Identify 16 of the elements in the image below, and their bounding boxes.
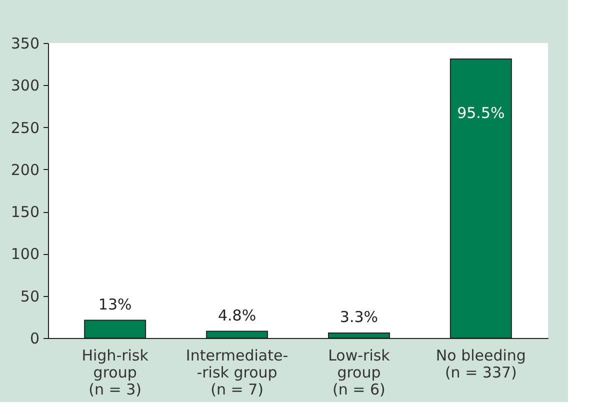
annotation: 95.5% — [457, 104, 505, 122]
y-tick-label: 200 — [10, 160, 40, 179]
y-tick-label: 350 — [10, 34, 40, 52]
x-tick-label: Intermediate- -risk group (n = 7) — [186, 346, 288, 398]
annotation: 3.3% — [340, 308, 378, 326]
y-tick-label: 100 — [10, 245, 40, 264]
annotation: 4.8% — [218, 306, 256, 324]
x-tick-label: No bleeding (n = 337) — [436, 346, 526, 382]
y-tick-label: 300 — [10, 76, 40, 95]
y-tick-label: 250 — [10, 118, 40, 137]
y-tick-label: 150 — [10, 203, 40, 222]
y-tick-label: 0 — [30, 330, 40, 348]
x-tick-label: High-risk group (n = 3) — [82, 346, 149, 398]
x-tick-label: Low-risk group (n = 6) — [328, 346, 390, 398]
annotation: 13% — [98, 295, 132, 314]
y-tick-label: 50 — [20, 287, 40, 306]
